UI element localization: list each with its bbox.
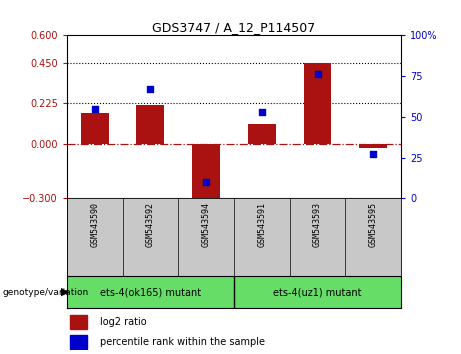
Text: genotype/variation: genotype/variation <box>2 287 89 297</box>
Text: percentile rank within the sample: percentile rank within the sample <box>100 337 265 347</box>
Text: log2 ratio: log2 ratio <box>100 318 147 327</box>
Bar <box>192 144 220 203</box>
Bar <box>234 276 401 308</box>
Bar <box>136 105 164 144</box>
Text: ets-4(uz1) mutant: ets-4(uz1) mutant <box>273 287 362 297</box>
Point <box>202 179 210 185</box>
Point <box>91 106 98 112</box>
Bar <box>81 113 109 144</box>
Text: ets-4(ok165) mutant: ets-4(ok165) mutant <box>100 287 201 297</box>
Text: GSM543593: GSM543593 <box>313 202 322 247</box>
Bar <box>248 124 276 144</box>
Text: GSM543595: GSM543595 <box>369 202 378 247</box>
FancyBboxPatch shape <box>70 335 87 348</box>
Point <box>147 86 154 92</box>
Title: GDS3747 / A_12_P114507: GDS3747 / A_12_P114507 <box>152 21 316 34</box>
Point <box>314 72 321 77</box>
Text: ▶: ▶ <box>61 287 70 297</box>
FancyBboxPatch shape <box>70 315 87 329</box>
Text: GSM543594: GSM543594 <box>201 202 211 247</box>
Bar <box>304 63 331 144</box>
Text: GSM543592: GSM543592 <box>146 202 155 247</box>
Point <box>258 109 266 115</box>
Text: GSM543591: GSM543591 <box>257 202 266 247</box>
Bar <box>67 276 234 308</box>
Text: GSM543590: GSM543590 <box>90 202 99 247</box>
Bar <box>359 144 387 148</box>
Point <box>370 152 377 157</box>
